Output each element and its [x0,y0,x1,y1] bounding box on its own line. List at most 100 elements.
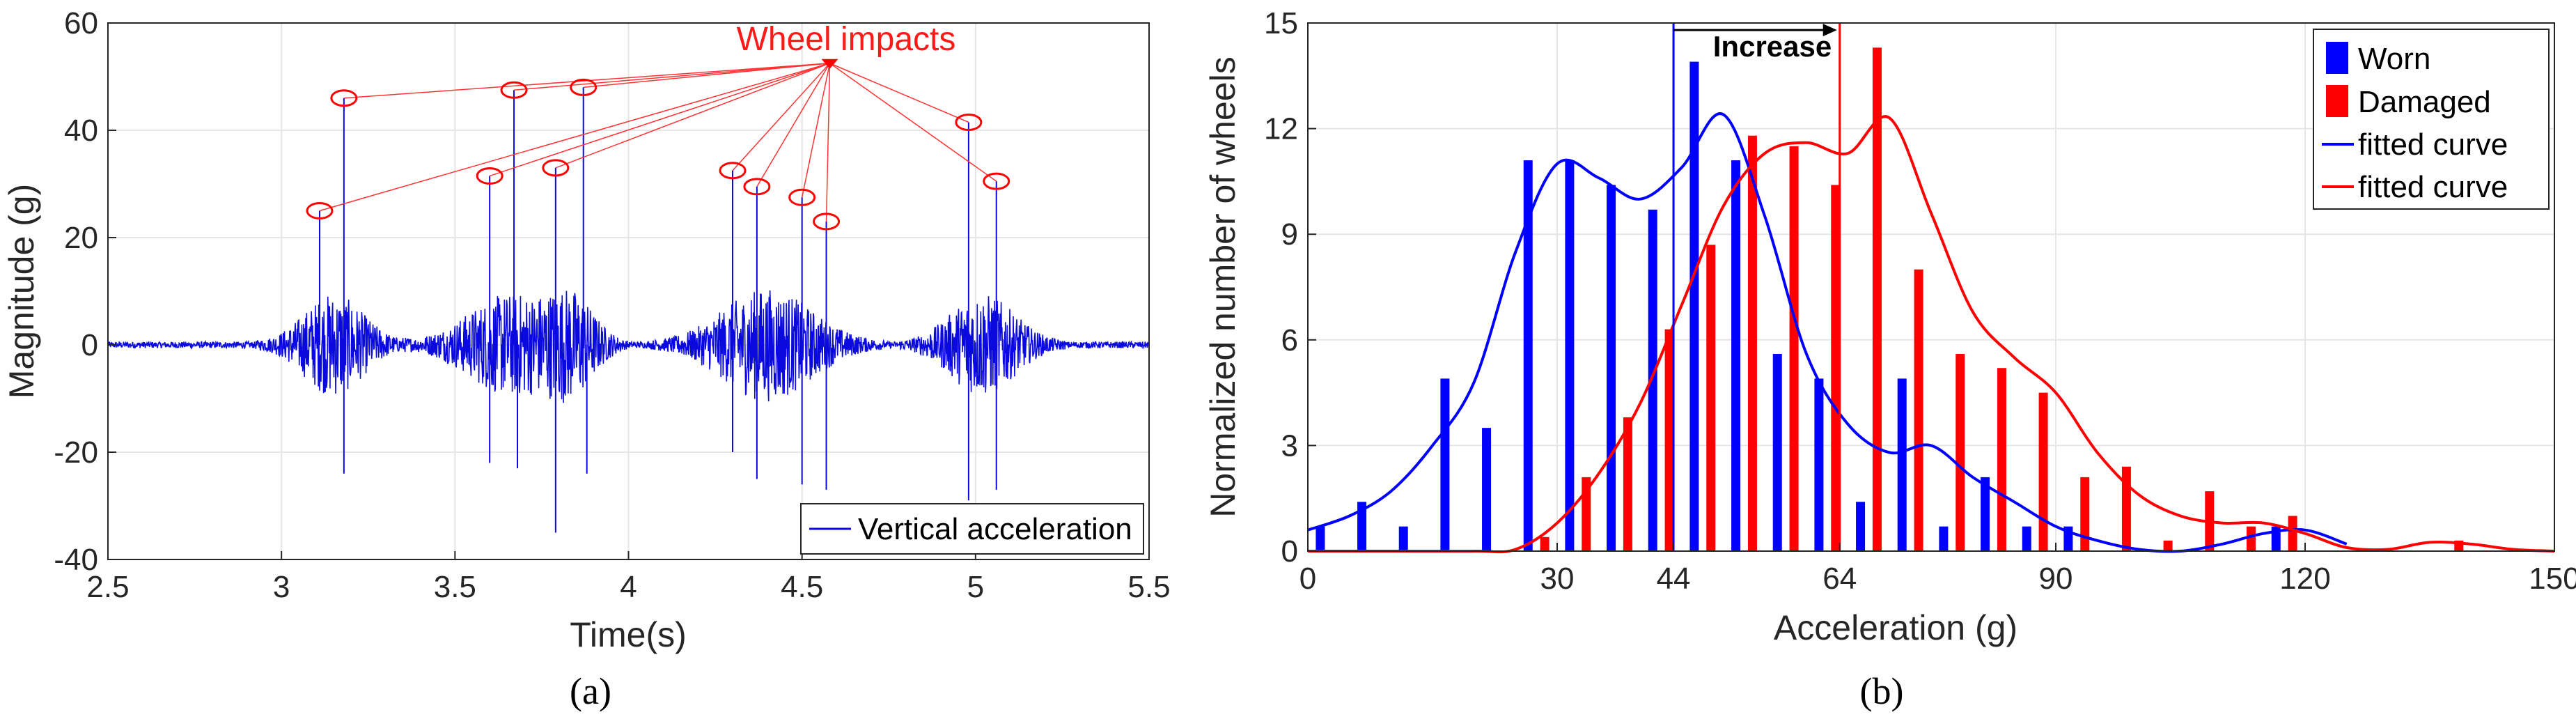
worn-bar [1939,526,1949,551]
worn-bar [1856,502,1866,551]
panel-a-x-tick-label: 3.5 [434,570,476,604]
panel-a-y-tick-label: -40 [54,543,98,577]
legend-worn-label: Worn [2358,42,2430,76]
panel-b-histogram: Increase 0 30 44 64 90 120 150 0 3 6 9 12 15 Worn Da… [1203,6,2576,712]
impact-leader-line [319,63,830,212]
impact-leader-line [513,63,830,91]
panel-b-bars-group [1316,47,2464,551]
panel-a-x-tick-label: 2.5 [86,570,129,604]
worn-bar [1482,428,1492,551]
impact-marker-ellipse [570,78,598,96]
worn-bar [1689,61,1699,551]
damaged-bar [1789,146,1799,551]
impact-marker-ellipse [306,202,334,219]
panel-a-x-tick-label: 5.5 [1127,570,1170,604]
panel-b-y-tick-label: 12 [1264,112,1298,146]
panel-b-curves-group [1307,112,2555,554]
worn-bar [1648,209,1657,551]
panel-b-x-tick-label: 44 [1657,562,1691,596]
annotation-anchor-arrow [821,59,838,69]
legend-worn-swatch [2326,42,2348,74]
panel-a-x-axis-label: Time(s) [570,615,687,654]
panel-a-annotation-group [306,59,1010,231]
damaged-bar [1831,185,1841,551]
worn-bar [1731,160,1741,551]
panel-a-y-tick-label: 20 [64,221,98,255]
worn-bar [1523,160,1533,551]
panel-b-x-tick-label: 120 [2279,562,2330,596]
damaged-bar [2080,477,2090,551]
impact-marker-ellipse [983,172,1010,190]
panel-a-y-tick-label: -20 [54,435,98,470]
worn-bar [2022,526,2031,551]
panel-b-ticks: 0 30 44 64 90 120 150 0 3 6 9 12 15 [1264,6,2576,596]
damaged-bar [1623,417,1632,551]
impact-leader-line [555,63,830,169]
worn-bar [1440,378,1450,551]
damaged-bar [2288,516,2297,551]
panel-b-y-tick-label: 15 [1264,6,1298,40]
worn-bar [1897,378,1907,551]
panel-b-y-axis-label: Normalized number of wheels [1203,56,1242,517]
panel-a-y-axis-label: Magnitude (g) [2,184,41,399]
impact-marker-ellipse [719,162,747,180]
damaged-bar [1540,536,1549,551]
impact-marker-ellipse [476,167,504,185]
panel-b-caption: (b) [1860,670,1904,712]
increase-label: Increase [1713,30,1832,63]
impact-marker-ellipse [743,178,771,196]
impact-marker-ellipse [955,113,983,131]
impact-leader-line [825,63,831,222]
impact-leader-line [829,63,969,123]
panel-b-y-tick-label: 3 [1281,428,1298,463]
damaged-bar [1914,269,1923,551]
red-fitted-curve [1307,115,2555,554]
worn-bar [1316,526,1325,551]
panel-b-legend-box [2313,29,2550,210]
panel-a-x-tick-label: 5 [967,570,984,604]
panel-a-signal-group [107,87,1150,533]
legend-red-curve-label: fitted curve [2358,170,2508,204]
legend-vertical-acceleration-label: Vertical acceleration [858,512,1132,546]
panel-a-x-tick-label: 3 [273,570,290,604]
increase-arrow-head [1822,24,1837,37]
panel-a-time-signal: Wheel impacts 2.5 3 3.5 4 4.5 5 5.5 -40 -20 0 20 40… [2,6,1171,712]
panel-b-legend: Worn Damaged fitted curve fitted curve [2313,29,2550,210]
impact-marker-ellipse [330,89,358,107]
damaged-bar [1872,47,1882,551]
panel-a-x-tick-label: 4.5 [781,570,823,604]
panel-b-x-tick-label: 90 [2039,562,2073,596]
panel-b-y-tick-label: 0 [1281,534,1298,569]
impact-leader-line [756,63,831,187]
impact-marker-ellipse [542,159,570,177]
blue-fitted-curve [1307,112,2348,553]
impact-leader-line [801,63,831,198]
worn-bar [1981,477,1990,551]
damaged-bar [1997,368,2006,551]
panel-b-x-tick-label: 0 [1299,562,1316,596]
panel-b-x-tick-label: 150 [2529,562,2576,596]
panel-b-increase-annotation: Increase [1672,23,1841,551]
worn-bar [1398,526,1408,551]
damaged-bar [1706,245,1716,551]
legend-damaged-label: Damaged [2358,85,2491,119]
impact-marker-ellipse [788,188,816,206]
vertical-acceleration-signal [107,290,1150,403]
impact-leader-line [583,63,830,88]
worn-bar [1814,378,1824,551]
impact-leader-line [489,63,830,177]
panel-b-x-tick-label: 30 [1540,562,1575,596]
panel-a-legend-box [800,503,1144,555]
legend-damaged-swatch [2326,85,2348,117]
impact-marker-ellipse [813,213,841,231]
panel-a-y-tick-label: 40 [64,114,98,148]
panel-b-axes-box [1307,22,2555,552]
panel-a-caption: (a) [570,670,611,712]
legend-blue-curve-label: fitted curve [2358,128,2508,162]
damaged-bar [1747,135,1757,551]
impact-marker-ellipse [500,81,528,99]
panel-a-y-tick-label: 60 [64,6,98,40]
panel-b-y-tick-label: 9 [1281,217,1298,252]
damaged-bar [2246,526,2256,551]
